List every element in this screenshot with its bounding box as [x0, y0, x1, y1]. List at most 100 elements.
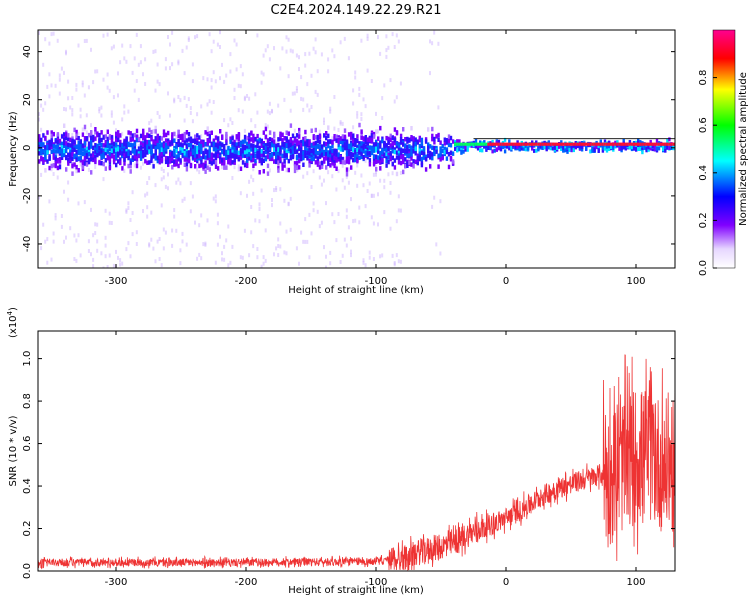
heatmap-cell — [235, 142, 238, 148]
heatmap-cell — [216, 42, 219, 47]
heatmap-cell — [279, 136, 282, 141]
heatmap-cell — [223, 146, 226, 151]
heatmap-cell — [362, 137, 365, 142]
heatmap-cell — [177, 95, 180, 99]
heatmap-cell — [154, 140, 157, 145]
heatmap-cell — [379, 144, 382, 149]
heatmap-cell — [354, 157, 357, 163]
heatmap-cell — [318, 154, 322, 159]
heatmap-cell — [177, 59, 180, 64]
heatmap-cell — [125, 149, 128, 154]
heatmap-cell — [285, 149, 288, 154]
heatmap-cell — [283, 198, 286, 203]
heatmap-cell — [231, 160, 234, 165]
heatmap-cell — [320, 220, 323, 225]
heatmap-cell — [352, 125, 355, 130]
heatmap-cell — [135, 128, 139, 134]
heatmap-cell — [612, 146, 615, 150]
heatmap-cell — [191, 79, 194, 84]
heatmap-cell — [545, 147, 548, 152]
heatmap-cell — [454, 142, 457, 146]
heatmap-cell — [56, 165, 60, 171]
heatmap-cell — [71, 144, 74, 150]
heatmap-cell — [508, 139, 511, 144]
heatmap-cell — [40, 141, 43, 147]
heatmap-cell — [314, 150, 317, 155]
heatmap-cell — [433, 195, 436, 200]
heatmap-cell — [377, 192, 379, 197]
heatmap-cell — [397, 148, 401, 154]
heatmap-cell — [175, 148, 178, 154]
heatmap-cell — [42, 62, 45, 67]
heatmap-cell — [50, 257, 53, 262]
heatmap-cell — [431, 204, 434, 209]
heatmap-cell — [139, 150, 143, 156]
heatmap-cell — [258, 207, 261, 211]
heatmap-cell — [160, 154, 164, 159]
heatmap-cell — [158, 237, 161, 241]
heatmap-cell — [167, 138, 170, 143]
heatmap-cell — [343, 134, 347, 140]
heatmap-cell — [200, 149, 203, 155]
heatmap-cell — [146, 133, 149, 138]
heatmap-cell — [212, 153, 216, 158]
heatmap-cell — [337, 154, 340, 160]
heatmap-cell — [410, 156, 413, 161]
heatmap-cell — [92, 152, 95, 158]
spectrogram-y-label: Frequency (Hz) — [8, 111, 19, 187]
heatmap-cell — [181, 138, 184, 143]
heatmap-cell — [289, 123, 293, 128]
heatmap-cell — [254, 124, 257, 129]
heatmap-cell — [48, 41, 51, 46]
heatmap-cell — [345, 172, 349, 177]
heatmap-cell — [206, 141, 209, 146]
heatmap-cell — [223, 157, 226, 162]
heatmap-cell — [360, 135, 363, 140]
heatmap-cell — [466, 147, 469, 152]
heatmap-cell — [302, 136, 305, 142]
heatmap-cell — [194, 164, 197, 169]
heatmap-cell — [273, 143, 276, 148]
heatmap-cell — [219, 159, 222, 164]
heatmap-cell — [414, 151, 417, 156]
heatmap-cell — [63, 152, 66, 157]
heatmap-cell — [216, 242, 219, 247]
heatmap-cell — [447, 142, 451, 148]
heatmap-cell — [366, 154, 369, 160]
heatmap-cell — [144, 135, 147, 141]
heatmap-cell — [293, 128, 296, 133]
heatmap-cell — [256, 247, 259, 251]
heatmap-cell — [310, 156, 313, 162]
heatmap-cell — [364, 147, 367, 152]
heatmap-cell — [256, 133, 259, 139]
heatmap-cell — [410, 148, 413, 153]
heatmap-cell — [233, 165, 236, 170]
heatmap-cell — [79, 144, 82, 150]
heatmap-cell — [431, 133, 434, 139]
heatmap-cell — [479, 142, 482, 146]
heatmap-cell — [152, 154, 155, 159]
heatmap-cell — [67, 133, 70, 138]
heatmap-cell — [418, 154, 421, 159]
heatmap-cell — [410, 145, 413, 150]
heatmap-cell — [102, 161, 105, 167]
heatmap-cell — [246, 135, 249, 141]
heatmap-cell — [102, 77, 105, 82]
heatmap-cell — [185, 153, 189, 158]
heatmap-cell — [102, 33, 105, 38]
heatmap-cell — [653, 144, 657, 149]
heatmap-cell — [63, 107, 65, 111]
heatmap-cell — [98, 109, 101, 114]
heatmap-cell — [241, 255, 244, 260]
heatmap-cell — [52, 239, 55, 244]
heatmap-cell — [570, 148, 573, 153]
heatmap-cell — [115, 151, 118, 157]
heatmap-cell — [458, 147, 461, 152]
heatmap-cell — [225, 150, 228, 156]
heatmap-cell — [277, 147, 280, 152]
heatmap-cell — [607, 142, 611, 146]
heatmap-cell — [281, 166, 284, 171]
heatmap-cell — [96, 143, 99, 149]
heatmap-cell — [277, 142, 280, 148]
heatmap-cell — [187, 97, 190, 102]
